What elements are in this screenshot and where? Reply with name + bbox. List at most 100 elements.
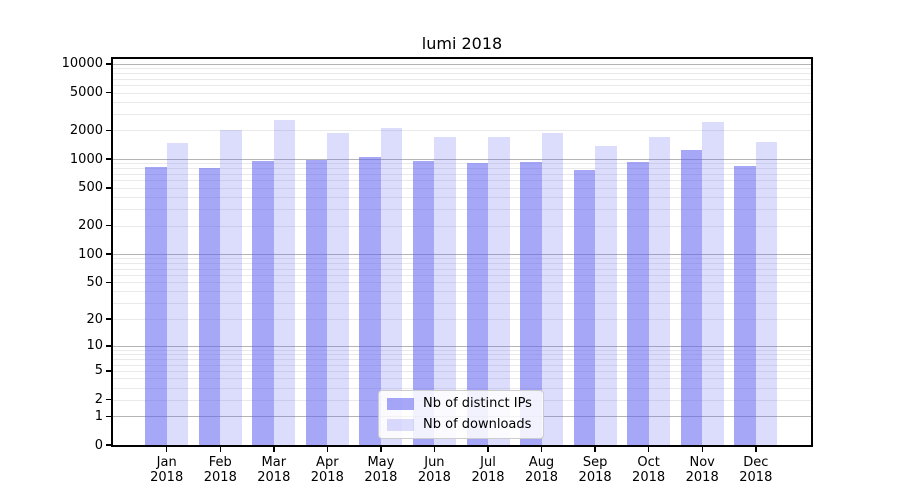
x-tick-label: Jul 2018 — [471, 455, 505, 485]
gridline-minor — [113, 225, 811, 227]
gridline-minor — [113, 349, 811, 351]
bar-downloads — [648, 136, 671, 445]
y-tick-mark — [106, 224, 111, 227]
x-tick-mark — [219, 447, 221, 452]
x-tick-label: Feb 2018 — [203, 455, 237, 485]
y-tick-mark — [106, 398, 111, 401]
y-tick-label: 1000 — [69, 151, 103, 167]
y-tick-mark — [106, 158, 111, 160]
x-tick-mark — [380, 447, 382, 452]
legend-entry-downloads: Nb of downloads — [387, 416, 535, 434]
gridline-minor — [113, 263, 811, 265]
y-tick-mark — [106, 187, 111, 189]
plot-area — [113, 59, 811, 445]
gridline-minor — [113, 258, 811, 260]
x-tick-label: Aug 2018 — [524, 455, 559, 485]
x-tick-label: Mar 2018 — [257, 455, 291, 485]
gridline-minor — [113, 168, 811, 170]
x-tick-label: Oct 2018 — [632, 455, 666, 485]
x-tick-mark — [647, 447, 650, 452]
bar-downloads — [327, 133, 349, 445]
gridline-minor — [113, 173, 811, 175]
gridline-minor — [113, 130, 811, 132]
gridline-minor — [113, 282, 811, 284]
gridline-minor — [113, 274, 811, 276]
gridline-major — [113, 345, 811, 347]
gridline-minor — [113, 387, 811, 389]
x-tick-mark — [433, 447, 436, 452]
gridline-minor — [113, 180, 811, 182]
bar-distinct-ips — [627, 162, 649, 445]
gridline-minor — [113, 291, 811, 293]
bar-downloads — [488, 137, 510, 445]
y-tick-mark — [106, 129, 111, 132]
y-tick-mark — [106, 444, 111, 446]
y-tick-label: 100 — [78, 246, 103, 262]
y-tick-label: 1 — [94, 408, 103, 424]
bar-distinct-ips — [734, 165, 756, 445]
gridline-minor — [113, 187, 811, 189]
legend-label-downloads: Nb of downloads — [423, 417, 532, 432]
x-tick-mark — [701, 447, 703, 452]
y-tick-label: 200 — [78, 218, 103, 233]
bar-downloads — [702, 122, 724, 445]
x-tick-mark — [273, 447, 275, 452]
gridline-minor — [113, 101, 811, 103]
y-tick-label: 0 — [94, 437, 103, 453]
gridline-minor — [113, 354, 811, 356]
x-tick-label: Jan 2018 — [150, 455, 184, 485]
gridline-minor — [113, 370, 811, 372]
y-tick-label: 500 — [78, 180, 103, 196]
y-tick-label: 2000 — [69, 122, 103, 138]
bar-downloads — [595, 146, 617, 445]
gridline-major — [113, 159, 811, 161]
gridline-minor — [113, 319, 811, 320]
y-tick-mark — [106, 63, 111, 65]
bar-distinct-ips — [680, 149, 703, 445]
x-tick-mark — [165, 447, 168, 452]
x-tick-mark — [594, 447, 596, 452]
bar-downloads — [434, 136, 456, 445]
x-tick-mark — [755, 447, 757, 452]
y-tick-mark — [106, 370, 111, 372]
chart-title: lumi 2018 — [421, 34, 503, 53]
bar-downloads — [273, 119, 296, 445]
y-tick-label: 50 — [86, 274, 103, 290]
bar-downloads — [220, 129, 242, 445]
legend-swatch-downloads-icon — [387, 419, 414, 431]
gridline-major — [113, 254, 811, 255]
gridline-minor — [113, 78, 811, 80]
gridline-minor — [113, 208, 811, 210]
legend-swatch-distinct-ips-icon — [387, 398, 414, 410]
gridline-minor — [113, 358, 811, 360]
legend-label-distinct-ips: Nb of distinct IPs — [423, 396, 532, 411]
y-tick-mark — [106, 415, 111, 418]
bar-downloads — [541, 133, 564, 445]
bar-downloads — [380, 127, 403, 445]
gridline-minor — [113, 68, 811, 70]
y-tick-mark — [106, 318, 111, 320]
gridline-minor — [113, 302, 811, 304]
gridline-minor — [113, 378, 811, 380]
y-tick-mark — [106, 281, 111, 283]
x-tick-label: May 2018 — [364, 455, 398, 485]
bar-distinct-ips — [466, 162, 488, 445]
gridline-minor — [113, 163, 811, 165]
bar-distinct-ips — [305, 160, 328, 445]
y-tick-mark — [106, 253, 111, 255]
bar-distinct-ips — [412, 161, 435, 445]
gridline-minor — [113, 92, 811, 94]
x-tick-mark — [326, 447, 329, 452]
y-tick-label: 5000 — [69, 85, 103, 100]
x-tick-mark — [487, 447, 489, 452]
x-tick-label: Sep 2018 — [578, 455, 612, 485]
y-tick-mark — [106, 345, 111, 347]
bar-distinct-ips — [198, 168, 221, 445]
gridline-minor — [113, 364, 811, 366]
x-tick-label: Jun 2018 — [417, 455, 451, 485]
bar-distinct-ips — [520, 162, 542, 445]
bar-distinct-ips — [573, 170, 596, 445]
bar-distinct-ips — [252, 161, 274, 445]
y-tick-label: 20 — [86, 311, 103, 327]
y-tick-label: 10 — [86, 338, 103, 354]
